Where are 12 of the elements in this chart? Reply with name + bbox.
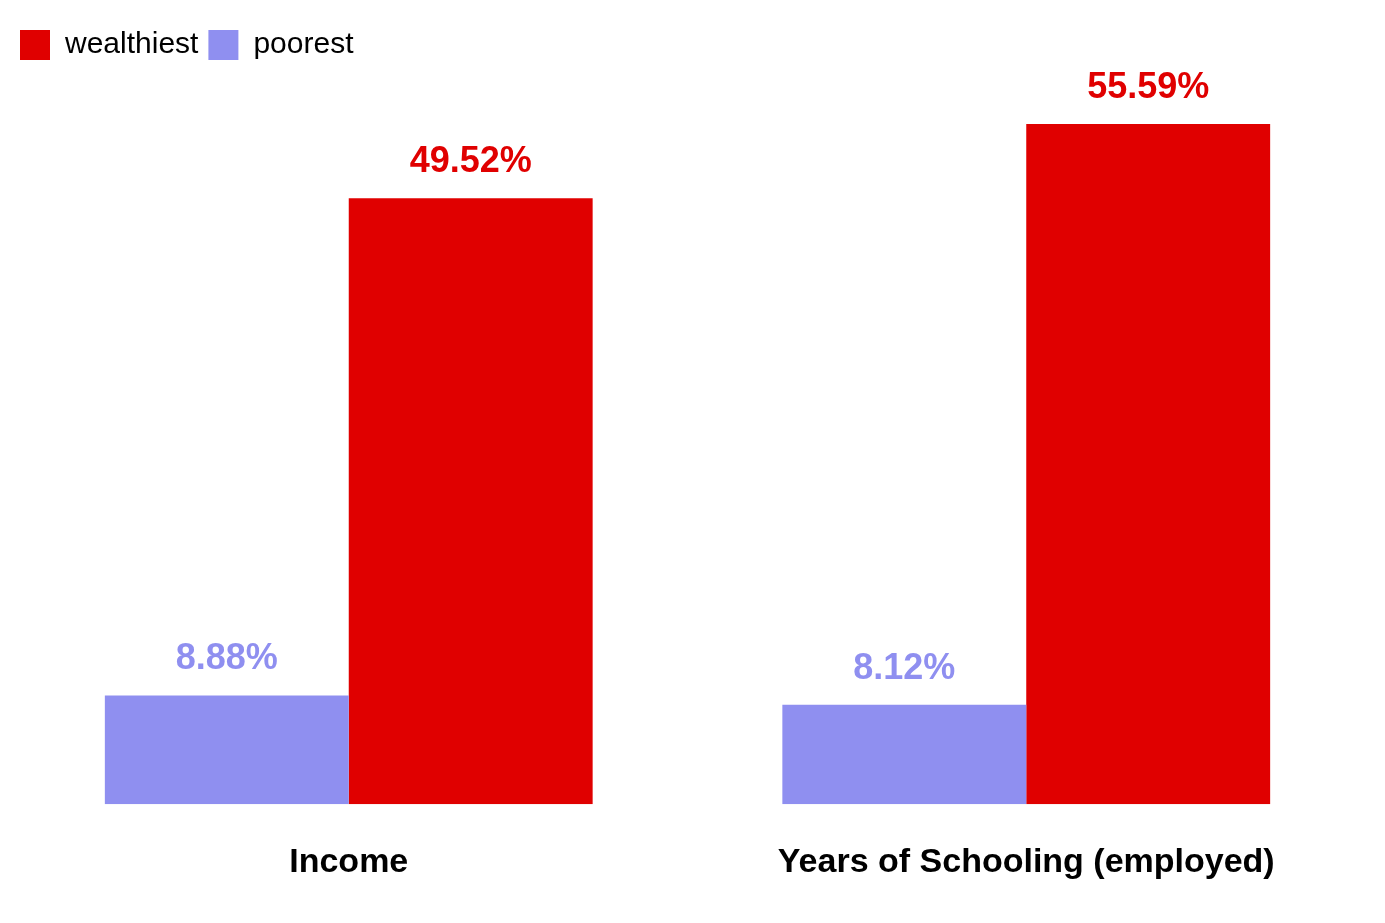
bar xyxy=(782,704,1027,805)
x-tick-label: Income xyxy=(289,840,409,879)
legend-label: poorest xyxy=(253,26,355,60)
legend-label: wealthiest xyxy=(64,26,200,60)
bar xyxy=(104,695,349,805)
bar xyxy=(1026,123,1271,805)
bar xyxy=(348,198,593,805)
data-label: 8.12% xyxy=(853,645,956,687)
data-label: 55.59% xyxy=(1087,64,1210,106)
x-tick-label: Years of Schooling (employed) xyxy=(777,840,1275,879)
data-label: 8.88% xyxy=(175,636,278,678)
data-label: 49.52% xyxy=(409,139,532,181)
